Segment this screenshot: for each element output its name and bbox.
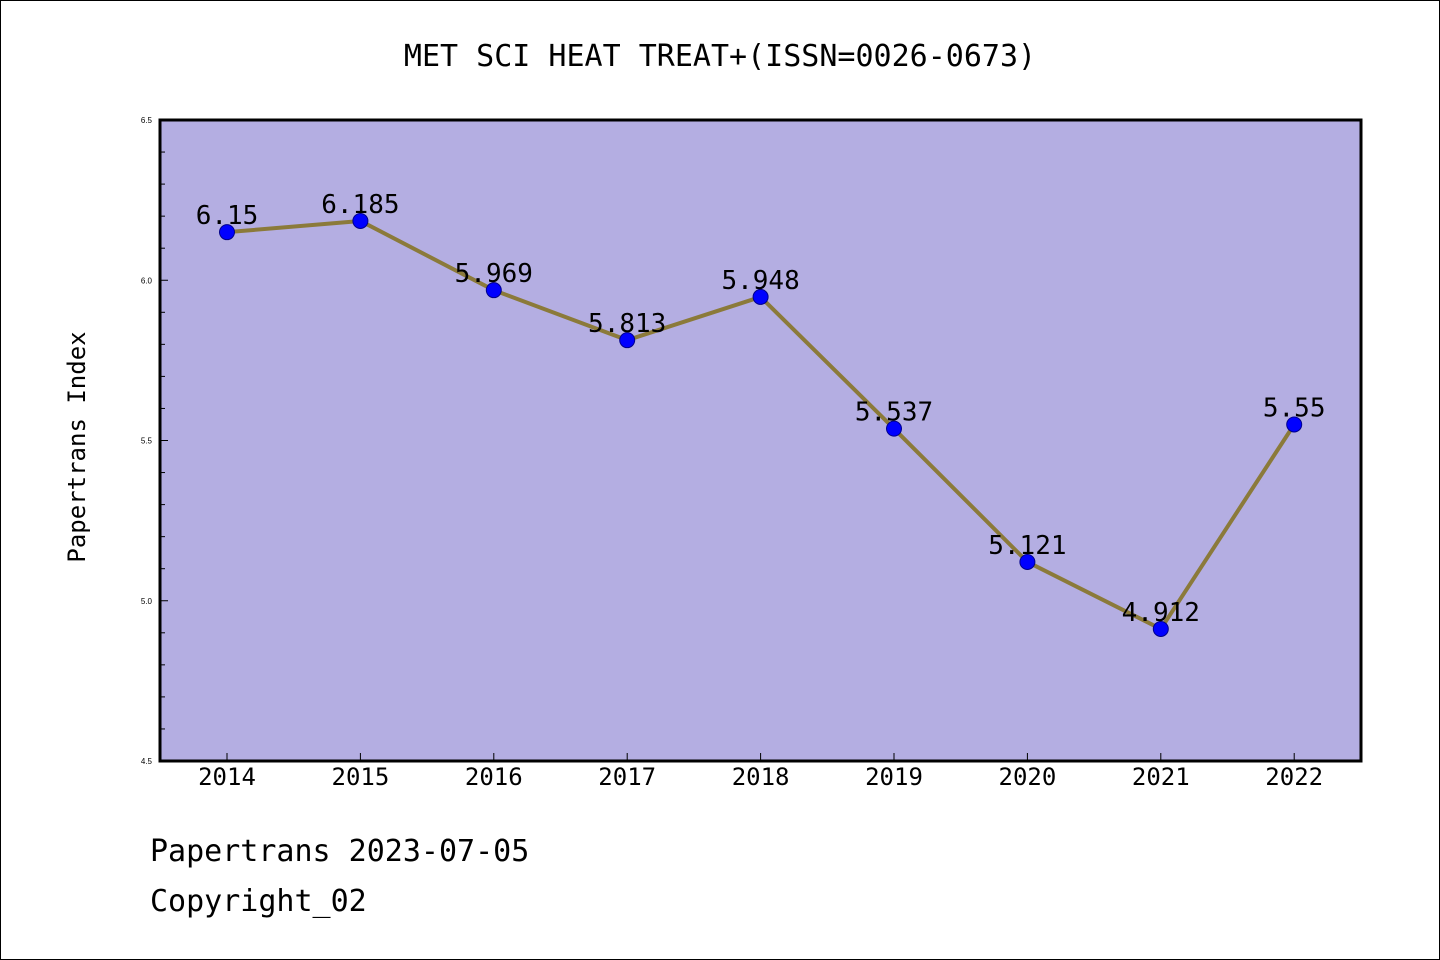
y-tick-label: 5.0: [141, 597, 153, 606]
data-point-marker: [619, 332, 636, 349]
footer-date: Papertrans 2023-07-05: [150, 834, 530, 869]
x-tick-label: 2015: [332, 763, 390, 791]
data-label: 5.948: [721, 266, 799, 296]
x-tick-label: 2016: [465, 763, 523, 791]
chart-title: MET SCI HEAT TREAT+(ISSN=0026-0673): [404, 39, 1036, 74]
series-markers: [219, 212, 1303, 637]
footer-copyright: Copyright_02: [150, 884, 367, 919]
x-tick-label: 2018: [732, 763, 790, 791]
x-tick-label: 2020: [999, 763, 1057, 791]
data-point-marker: [485, 282, 502, 299]
data-point-marker: [1019, 553, 1036, 570]
y-tick-label: 4.5: [141, 757, 153, 766]
data-point-marker: [1152, 620, 1169, 637]
x-axis: 2014 2015 2016 2017 2018 2019 2020 2021 2022: [198, 753, 1323, 791]
y-axis: 4.5 5.0 5.5 6.0 6.5: [141, 116, 168, 766]
data-label: 5.969: [455, 259, 533, 289]
data-label: 5.537: [855, 398, 933, 428]
x-tick-label: 2019: [865, 763, 923, 791]
data-label: 5.121: [988, 531, 1066, 561]
data-label: 5.55: [1263, 393, 1326, 423]
data-point-marker: [752, 288, 769, 305]
data-label: 4.912: [1122, 598, 1200, 628]
data-point-marker: [1286, 416, 1303, 433]
x-tick-label: 2017: [598, 763, 656, 791]
data-label: 5.813: [588, 309, 666, 339]
x-tick-label: 2021: [1132, 763, 1190, 791]
data-labels: 6.15 6.185 5.969 5.813 5.948 5.537 5.121 4.912 5…: [196, 190, 1326, 628]
y-axis-title: Papertrans Index: [63, 331, 91, 562]
y-tick-label: 6.0: [141, 276, 153, 285]
y-tick-label: 5.5: [141, 437, 153, 446]
data-label: 6.15: [196, 201, 259, 231]
data-point-marker: [886, 420, 902, 437]
x-tick-label: 2014: [198, 763, 256, 791]
data-point-marker: [219, 224, 235, 241]
data-point-marker: [352, 212, 369, 229]
y-tick-label: 6.5: [141, 116, 153, 125]
data-label: 6.185: [321, 190, 399, 220]
x-tick-label: 2022: [1265, 763, 1323, 791]
